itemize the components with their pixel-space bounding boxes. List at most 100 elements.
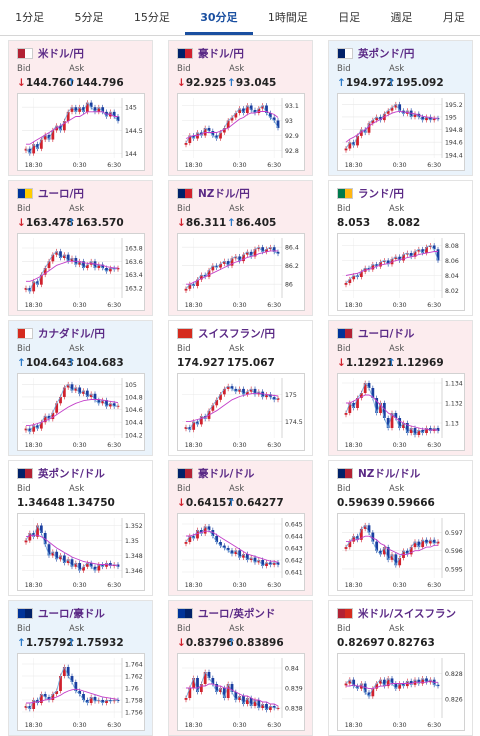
rate-card[interactable]: 米ドル/円 Bid Ask ↓144.760 ↑144.796 145 144.5 144 18…: [8, 40, 153, 176]
pair-title[interactable]: 米ドル/円: [17, 45, 84, 61]
candle: [185, 289, 188, 291]
price-chart[interactable]: 86.4 86.2 86 18:30 0:30 6:30: [177, 233, 305, 311]
pair-title[interactable]: 英ポンド/ドル: [17, 465, 105, 481]
rate-card[interactable]: ユーロ/豪ドル Bid Ask ↑1.75792 ↑1.75932 1.764 1.762 1…: [8, 600, 153, 736]
y-tick-label: 145: [125, 105, 137, 112]
moving-average-line: [186, 393, 278, 421]
price-chart[interactable]: 1.764 1.762 1.76 1.758 1.756 18:30 0:30 6:30: [17, 653, 145, 731]
rate-card[interactable]: NZドル/ドル Bid Ask 0.59639 0.59666 0.597 0.596 0.5…: [328, 460, 473, 596]
rate-card[interactable]: 英ポンド/円 Bid Ask ↑194.972 ↑195.092 195.2 195 194.…: [328, 40, 473, 176]
arrow-down-icon: ↓: [17, 77, 26, 89]
ask-price-value: 86.405: [236, 217, 277, 229]
price-chart[interactable]: 195.2 195 194.8 194.6 194.4 18:30 0:30 6:30: [337, 93, 465, 171]
flag-icon: [337, 188, 353, 199]
flag-icon: [177, 48, 193, 59]
chart-svg: 0.5970.5960.59518:30 0:30 6:30: [338, 514, 464, 590]
y-tick-label: 8.06: [445, 258, 459, 265]
ask-price-value: 1.75932: [76, 637, 124, 649]
rate-card[interactable]: カナダドル/円 Bid Ask ↑104.643 ↑104.683 105 104.8 104…: [8, 320, 153, 456]
ask-price: ↑0.64277: [227, 497, 284, 509]
pair-title[interactable]: 英ポンド/円: [337, 45, 414, 61]
ask-price-value: 104.683: [76, 357, 124, 369]
bid-price-value: 86.311: [186, 217, 227, 229]
pair-name: NZドル/ドル: [358, 466, 420, 481]
bid-price: ↓86.311: [177, 217, 226, 229]
x-tick-label: 18:30: [345, 302, 363, 309]
price-chart[interactable]: 163.8 163.6 163.4 163.2 18:30 0:30 6:30: [17, 233, 145, 311]
rate-card[interactable]: ユーロ/英ポンド Bid Ask ↓0.83796 ↑0.83896 0.84 0.839 0…: [168, 600, 313, 736]
x-tick-label: 6:30: [427, 162, 441, 169]
moving-average-line: [346, 536, 438, 554]
price-chart[interactable]: 0.828 0.826 18:30 0:30 6:30: [337, 653, 465, 731]
pair-title[interactable]: 豪ドル/円: [177, 45, 244, 61]
rate-card[interactable]: 英ポンド/ドル Bid Ask 1.34648 1.34750 1.352 1.35 1.34…: [8, 460, 153, 596]
pair-title[interactable]: 米ドル/スイスフラン: [337, 605, 456, 621]
pair-title[interactable]: ユーロ/円: [17, 185, 84, 201]
rate-card[interactable]: NZドル/円 Bid Ask ↓86.311 ↑86.405 86.4 86.2 86 18:3…: [168, 180, 313, 316]
y-tick-label: 194.6: [445, 140, 463, 147]
pair-title[interactable]: ユーロ/豪ドル: [17, 605, 105, 621]
arrow-down-icon: ↓: [17, 217, 26, 229]
price-chart[interactable]: 0.597 0.596 0.595 18:30 0:30 6:30: [337, 513, 465, 591]
x-tick-label: 0:30: [393, 722, 407, 729]
rate-card[interactable]: 米ドル/スイスフラン Bid Ask 0.82697 0.82763 0.828 0.826…: [328, 600, 473, 736]
tab-3[interactable]: 30分足: [185, 0, 253, 35]
y-tick-label: 163.2: [125, 286, 143, 293]
pair-name: 英ポンド/ドル: [38, 466, 105, 481]
ask-price-value: 0.82763: [387, 637, 435, 649]
price-chart[interactable]: 105 104.8 104.6 104.4 104.2 18:30 0:30 6:30: [17, 373, 145, 451]
ask-label: Ask: [69, 624, 84, 634]
pair-title[interactable]: ランド/円: [337, 185, 404, 201]
y-tick-label: 0.826: [445, 696, 463, 703]
rate-card[interactable]: ランド/円 Bid Ask 8.053 8.082 8.08 8.06 8.04 8.02 18:…: [328, 180, 473, 316]
tab-5[interactable]: 日足: [323, 0, 375, 35]
tab-4[interactable]: 1時間足: [253, 0, 323, 35]
ask-price: ↑0.83896: [227, 637, 284, 649]
x-tick-label: 0:30: [73, 162, 87, 169]
tab-7[interactable]: 月足: [428, 0, 480, 35]
rate-card[interactable]: 豪ドル/ドル Bid Ask ↓0.64157 ↑0.64277 0.645 0.644 0.…: [168, 460, 313, 596]
bid-price: ↑1.75792: [17, 637, 74, 649]
tab-6[interactable]: 週足: [375, 0, 427, 35]
x-tick-label: 0:30: [233, 722, 247, 729]
price-chart[interactable]: 93.1 93 92.9 92.8 18:30 0:30 6:30: [177, 93, 305, 171]
tab-1[interactable]: 5分足: [59, 0, 118, 35]
pair-title[interactable]: ユーロ/英ポンド: [177, 605, 275, 621]
rate-card[interactable]: 豪ドル/円 Bid Ask ↓92.925 ↑93.045 93.1 93 92.9 92.8 1…: [168, 40, 313, 176]
price-chart[interactable]: 175 174.5 18:30 0:30 6:30: [177, 373, 305, 451]
tab-2[interactable]: 15分足: [119, 0, 185, 35]
price-chart[interactable]: 0.84 0.839 0.838 18:30 0:30 6:30: [177, 653, 305, 731]
y-tick-label: 86: [285, 282, 293, 289]
pair-title[interactable]: 豪ドル/ドル: [177, 465, 254, 481]
x-tick-label: 18:30: [185, 302, 203, 309]
y-tick-label: 0.642: [285, 558, 303, 565]
price-chart[interactable]: 1.352 1.35 1.348 1.346 18:30 0:30 6:30: [17, 513, 145, 591]
price-chart[interactable]: 8.08 8.06 8.04 8.02 18:30 0:30 6:30: [337, 233, 465, 311]
pair-title[interactable]: スイスフラン/円: [177, 325, 275, 341]
y-tick-label: 1.756: [125, 710, 143, 717]
pair-title[interactable]: NZドル/ドル: [337, 465, 420, 481]
pair-name: ユーロ/円: [38, 186, 84, 201]
tab-0[interactable]: 1分足: [0, 0, 59, 35]
ask-label: Ask: [389, 64, 404, 74]
x-tick-label: 6:30: [107, 442, 121, 449]
flag-icon: [337, 468, 353, 479]
x-tick-label: 0:30: [393, 162, 407, 169]
price-chart[interactable]: 0.645 0.644 0.643 0.642 0.641 18:30 0:30 6:30: [177, 513, 305, 591]
pair-title[interactable]: カナダドル/円: [17, 325, 105, 341]
pair-title[interactable]: ユーロ/ドル: [337, 325, 414, 341]
pair-name: 豪ドル/ドル: [198, 466, 254, 481]
x-tick-label: 18:30: [185, 582, 203, 589]
ask-price-value: 1.12969: [396, 357, 444, 369]
price-chart[interactable]: 1.134 1.132 1.13 18:30 0:30 6:30: [337, 373, 465, 451]
arrow-up-icon: ↑: [67, 637, 76, 649]
rate-card[interactable]: スイスフラン/円 Bid Ask 174.927 175.067 175 174.5 18:3…: [168, 320, 313, 456]
price-chart[interactable]: 145 144.5 144 18:30 0:30 6:30: [17, 93, 145, 171]
moving-average-line: [26, 400, 118, 426]
bid-price: 174.927: [177, 357, 225, 369]
rate-card[interactable]: ユーロ/ドル Bid Ask ↓1.12921 ↑1.12969 1.134 1.132 1.…: [328, 320, 473, 456]
pair-title[interactable]: NZドル/円: [177, 185, 250, 201]
ask-price: ↑93.045: [227, 77, 276, 89]
y-tick-label: 1.132: [445, 401, 463, 408]
rate-card[interactable]: ユーロ/円 Bid Ask ↓163.478 ↑163.570 163.8 163.6 163…: [8, 180, 153, 316]
